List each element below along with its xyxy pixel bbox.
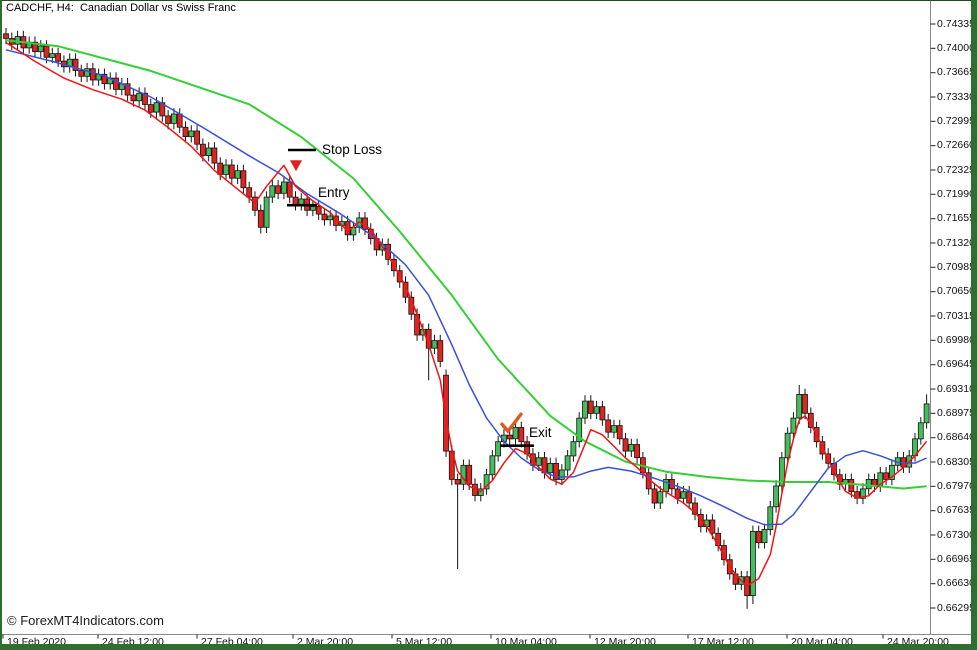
y-axis-label: 0.67970 (937, 479, 975, 492)
y-axis-label: 0.70650 (937, 285, 975, 298)
y-axis-label: 0.69645 (937, 358, 975, 371)
x-axis-label: 24 Mar 20:00 (887, 636, 949, 648)
x-axis-label: 5 Mar 12:00 (396, 636, 453, 648)
slow-ma-green (5, 39, 927, 490)
exit-check-icon (500, 412, 523, 434)
y-axis-label: 0.67300 (937, 528, 975, 541)
x-axis-label: 17 Mar 12:00 (692, 636, 754, 648)
y-axis-label: 0.73665 (937, 66, 975, 79)
y-axis-label: 0.73330 (937, 90, 975, 103)
y-axis-label: 0.66965 (937, 552, 975, 565)
y-axis-label: 0.68305 (937, 455, 975, 468)
frame-border-top (0, 0, 977, 1)
exit-label: Exit (529, 424, 552, 440)
x-axis-label: 27 Feb 04:00 (201, 636, 263, 648)
x-axis-label: 19 Feb 2020 (7, 636, 66, 648)
y-axis-label: 0.74000 (937, 41, 975, 54)
x-axis-label: 10 Mar 04:00 (495, 636, 557, 648)
y-axis-label: 0.69310 (937, 382, 975, 395)
y-axis-label: 0.72995 (937, 114, 975, 127)
axis-ticks (2, 23, 936, 639)
x-axis-label: 12 Mar 20:00 (594, 636, 656, 648)
y-axis-label: 0.66295 (937, 601, 975, 614)
frame-border-left (0, 0, 2, 650)
watermark: © ForexMT4Indicators.com (7, 613, 164, 628)
x-axis-label: 2 Mar 20:00 (297, 636, 354, 648)
y-axis-label: 0.72325 (937, 163, 975, 176)
y-axis-label: 0.69980 (937, 333, 975, 346)
mid-ma-blue (5, 49, 927, 526)
chart-title: CADCHF, H4: Canadian Dollar vs Swiss Fra… (6, 2, 236, 14)
frame-border-right (971, 0, 977, 650)
y-axis-label: 0.71320 (937, 236, 975, 249)
y-axis-label: 0.67635 (937, 504, 975, 517)
stop-loss-label: Stop Loss (322, 142, 383, 158)
frame-border-bottom (0, 644, 977, 650)
x-axis-label: 24 Feb 12:00 (102, 636, 164, 648)
entry-label: Entry (318, 185, 350, 201)
y-axis-label: 0.71655 (937, 212, 975, 225)
y-axis-label: 0.70985 (937, 260, 975, 273)
y-axis-label: 0.72660 (937, 139, 975, 152)
y-axis-label: 0.68640 (937, 431, 975, 444)
y-axis-label: 0.71990 (937, 187, 975, 200)
y-axis-label: 0.66630 (937, 577, 975, 590)
x-axis-label: 20 Mar 04:00 (791, 636, 853, 648)
y-axis-label: 0.70315 (937, 309, 975, 322)
sell-arrow-icon (290, 160, 302, 172)
candles-group (3, 28, 930, 609)
y-axis-label: 0.68975 (937, 406, 975, 419)
fast-ma-red (5, 41, 928, 587)
y-axis-label: 0.74335 (937, 17, 975, 30)
